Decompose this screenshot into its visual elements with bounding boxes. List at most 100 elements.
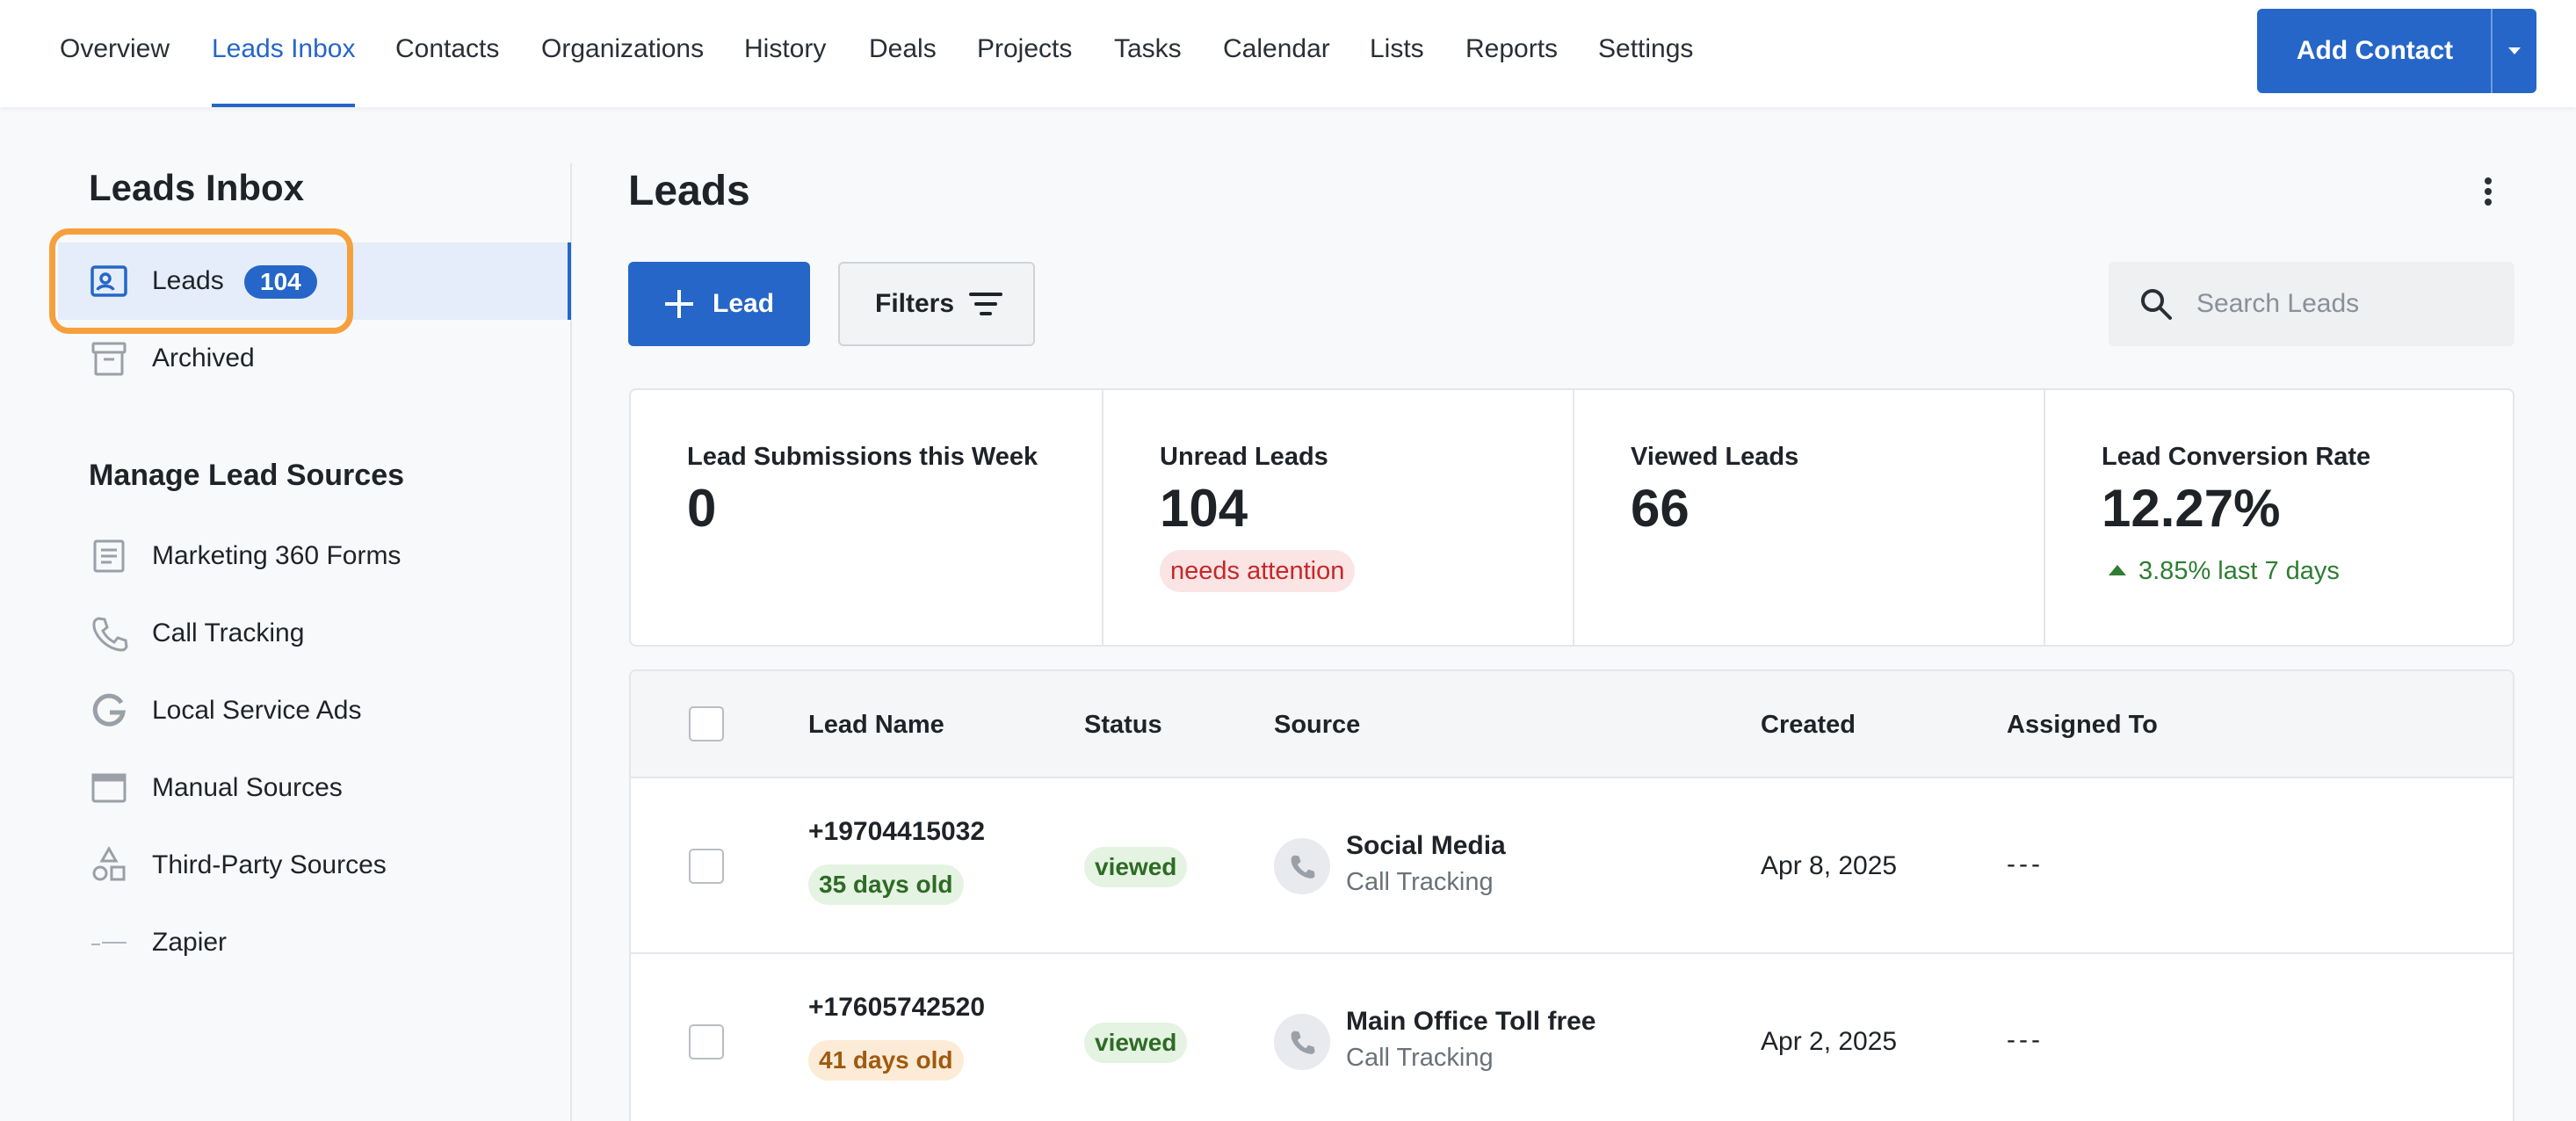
- assigned-to: ---: [2007, 1025, 2044, 1054]
- zapier-logo-icon: [90, 923, 128, 962]
- nav-lists[interactable]: Lists: [1370, 34, 1424, 63]
- stat-value: 104: [1160, 479, 1248, 538]
- nav-projects[interactable]: Projects: [977, 34, 1073, 63]
- sidebar-item-leads[interactable]: Leads 104: [58, 242, 571, 320]
- active-tab-underline: [212, 104, 356, 107]
- stats-panel: Lead Submissions this Week 0 Unread Lead…: [629, 388, 2514, 647]
- assigned-to: ---: [2007, 850, 2044, 879]
- column-lead-name[interactable]: Lead Name: [808, 711, 944, 739]
- sidebar-item-local-service-ads[interactable]: Local Service Ads: [58, 672, 571, 749]
- nav-organizations[interactable]: Organizations: [541, 34, 705, 63]
- filters-label: Filters: [875, 289, 955, 318]
- stat-unread-leads: Unread Leads 104 needs attention: [1102, 390, 1573, 645]
- column-source[interactable]: Source: [1274, 711, 1361, 739]
- source-type: Call Tracking: [1346, 868, 1494, 896]
- table-header: Lead Name Status Source Created Assigned…: [631, 671, 2513, 778]
- page-title: Leads: [628, 168, 750, 214]
- add-lead-button[interactable]: Lead: [628, 262, 810, 346]
- archive-box-icon: [90, 339, 128, 378]
- form-icon: [90, 537, 128, 575]
- stat-conversion-rate: Lead Conversion Rate 12.27% 3.85% last 7…: [2044, 390, 2514, 645]
- nav-leads-inbox[interactable]: Leads Inbox: [212, 0, 356, 107]
- shapes-icon: [90, 845, 128, 885]
- filters-button[interactable]: Filters: [838, 262, 1035, 346]
- more-options-icon[interactable]: [2471, 172, 2506, 211]
- lead-name[interactable]: +17605742520: [808, 993, 986, 1022]
- row-checkbox[interactable]: [689, 849, 724, 884]
- stat-value: 0: [687, 479, 717, 538]
- leads-table: Lead Name Status Source Created Assigned…: [629, 669, 2514, 1121]
- sidebar-item-label: Manual Sources: [152, 773, 343, 802]
- status-badge: viewed: [1084, 1023, 1188, 1063]
- stat-title: Lead Conversion Rate: [2102, 443, 2371, 471]
- sidebar-item-label: Marketing 360 Forms: [152, 541, 402, 570]
- created-date: Apr 2, 2025: [1761, 1027, 1898, 1056]
- stat-title: Unread Leads: [1160, 443, 1328, 471]
- nav-deals[interactable]: Deals: [869, 34, 937, 63]
- select-all-checkbox[interactable]: [689, 706, 724, 741]
- filter-icon: [968, 290, 1003, 318]
- trend-up-icon: [2109, 565, 2126, 575]
- nav-tasks[interactable]: Tasks: [1114, 34, 1182, 63]
- sidebar-item-label: Leads: [152, 266, 224, 295]
- sidebar-item-call-tracking[interactable]: Call Tracking: [58, 595, 571, 672]
- search-icon: [2138, 286, 2174, 322]
- nav-history[interactable]: History: [744, 34, 827, 63]
- stat-lead-submissions: Lead Submissions this Week 0: [631, 390, 1102, 645]
- sidebar-item-label: Local Service Ads: [152, 696, 362, 725]
- sidebar-item-label: Archived: [152, 344, 255, 372]
- add-contact-button[interactable]: Add Contact: [2257, 9, 2536, 93]
- window-icon: [90, 769, 128, 807]
- search-input[interactable]: [2196, 262, 2495, 346]
- chevron-down-icon[interactable]: [2493, 9, 2536, 93]
- phone-icon: [90, 614, 128, 653]
- phone-icon: [1274, 1014, 1330, 1070]
- contact-card-icon: [90, 262, 128, 300]
- stat-value: 12.27%: [2102, 479, 2281, 538]
- needs-attention-badge: needs attention: [1160, 550, 1356, 592]
- lead-name[interactable]: +19704415032: [808, 817, 986, 846]
- column-created[interactable]: Created: [1761, 711, 1856, 739]
- table-row[interactable]: +17605742520 41 days old viewed Main Off…: [631, 954, 2513, 1121]
- stat-title: Lead Submissions this Week: [687, 443, 1038, 471]
- nav-reports[interactable]: Reports: [1465, 34, 1559, 63]
- sidebar-title: Leads Inbox: [89, 167, 305, 208]
- leads-count-badge: 104: [244, 265, 317, 299]
- google-g-icon: [90, 691, 128, 730]
- nav-leads-inbox-label: Leads Inbox: [212, 34, 356, 63]
- stat-title: Viewed Leads: [1631, 443, 1799, 471]
- sidebar-item-marketing-forms[interactable]: Marketing 360 Forms: [58, 517, 571, 595]
- source-name: Main Office Toll free: [1346, 1007, 1596, 1036]
- column-assigned-to[interactable]: Assigned To: [2007, 711, 2158, 739]
- top-navigation: Overview Leads Inbox Contacts Organizati…: [0, 0, 2576, 107]
- lead-age-badge: 35 days old: [808, 864, 964, 905]
- trend-indicator: 3.85% last 7 days: [2102, 550, 2340, 592]
- created-date: Apr 8, 2025: [1761, 851, 1898, 880]
- nav-overview[interactable]: Overview: [60, 34, 170, 63]
- sidebar-item-label: Zapier: [152, 928, 228, 957]
- sidebar-item-archived[interactable]: Archived: [58, 320, 571, 397]
- nav-settings[interactable]: Settings: [1598, 34, 1694, 63]
- sidebar-divider: [570, 163, 572, 1121]
- button-split-divider: [2491, 9, 2493, 93]
- plus-icon: [665, 290, 693, 318]
- sidebar-item-label: Third-Party Sources: [152, 850, 387, 879]
- phone-icon: [1274, 838, 1330, 894]
- column-status[interactable]: Status: [1084, 711, 1162, 739]
- row-checkbox[interactable]: [689, 1024, 724, 1060]
- lead-age-badge: 41 days old: [808, 1040, 964, 1081]
- sidebar-item-label: Call Tracking: [152, 618, 305, 647]
- stat-viewed-leads: Viewed Leads 66: [1573, 390, 2044, 645]
- sidebar-item-manual-sources[interactable]: Manual Sources: [58, 749, 571, 827]
- status-badge: viewed: [1084, 847, 1188, 887]
- source-name: Social Media: [1346, 831, 1506, 860]
- nav-calendar[interactable]: Calendar: [1223, 34, 1330, 63]
- stat-value: 66: [1631, 479, 1690, 538]
- nav-contacts[interactable]: Contacts: [395, 34, 500, 63]
- search-box[interactable]: [2109, 262, 2514, 346]
- sidebar-item-third-party-sources[interactable]: Third-Party Sources: [58, 827, 571, 904]
- table-row[interactable]: +19704415032 35 days old viewed Social M…: [631, 778, 2513, 954]
- sidebar-item-zapier[interactable]: Zapier: [58, 904, 571, 981]
- source-type: Call Tracking: [1346, 1044, 1494, 1072]
- highlight-outline: [49, 228, 353, 334]
